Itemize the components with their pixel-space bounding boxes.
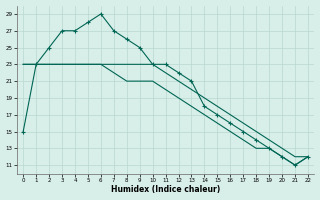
X-axis label: Humidex (Indice chaleur): Humidex (Indice chaleur) bbox=[111, 185, 220, 194]
